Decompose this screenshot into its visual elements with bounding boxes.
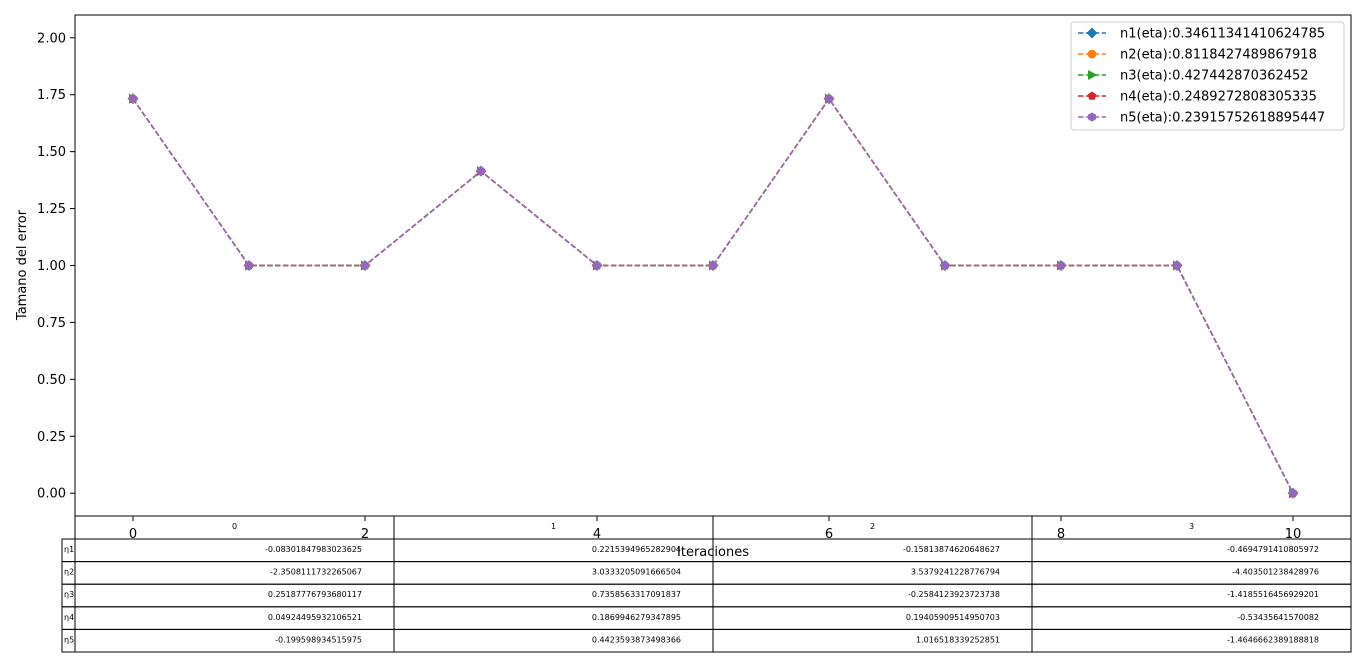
table-cell [1031, 628, 1352, 653]
legend-item: n5(eta):0.23915752618895447 [1078, 111, 1325, 126]
y-tick-label: 0.50 [37, 373, 66, 388]
x-tick-label: 0 [129, 527, 137, 542]
table-cell-value: -0.08301847983023625 [265, 545, 362, 554]
data-point [1086, 27, 1098, 39]
data-point [361, 260, 369, 271]
series-hexagon [129, 94, 1297, 498]
y-tick-label: 2.00 [37, 31, 66, 46]
legend-box [1070, 21, 1345, 131]
data-table: 0 1 2 3 η1 -0.08301847983023625 0.221539496528… [61, 515, 1352, 653]
data-point [477, 166, 485, 176]
table-cell-value: -0.15813874620648627 [903, 545, 1000, 554]
table-cell-value: -1.4185516456929201 [1227, 590, 1319, 599]
legend: n1(eta):0.34611341410624785 n2(eta):0.811… [1070, 21, 1345, 131]
y-tick-label: 1.25 [37, 202, 66, 217]
x-tick-label: 10 [1285, 527, 1302, 542]
legend-label: n5(eta):0.23915752618895447 [1120, 111, 1325, 126]
data-point [1088, 112, 1096, 122]
plot-area: 0.00 0.25 0.50 0.75 1.00 1.25 1.50 1.75 2.00 0 2 4 6… [15, 14, 1352, 560]
legend-item: n4(eta):0.2489272808305335 [1078, 90, 1317, 105]
legend-label: n2(eta):0.8118427489867918 [1120, 48, 1317, 63]
table-row-label: η3 [64, 590, 74, 599]
legend-item: n3(eta):0.427442870362452 [1078, 69, 1309, 84]
legend-item: n2(eta):0.8118427489867918 [1078, 48, 1317, 63]
data-point [1087, 91, 1097, 100]
table-row-label: η5 [64, 635, 74, 644]
table-col-label: 1 [551, 522, 556, 531]
y-tick-label: 0.75 [37, 316, 66, 331]
table-col-label: 3 [1189, 522, 1194, 531]
table-row-label: η2 [64, 568, 74, 577]
y-tick-label: 0.25 [37, 430, 66, 445]
table-cell-value: -0.199598934515975 [275, 635, 362, 644]
x-tick-label: 6 [825, 527, 833, 542]
table-cell-value: 0.04924495932106521 [268, 613, 362, 622]
y-axis-label: Tamano del error [15, 209, 30, 321]
data-point [245, 260, 253, 271]
table-cell-value: 0.1869946279347895 [592, 613, 681, 622]
table-row-label: η1 [64, 545, 74, 554]
table-cell-value: 0.25187776793680117 [268, 590, 362, 599]
data-point [1289, 488, 1297, 498]
x-tick-label: 2 [361, 527, 369, 542]
table-cell-value: 1.016518339252851 [916, 635, 1000, 644]
y-tick-label: 1.75 [37, 88, 66, 103]
legend-label: n1(eta):0.34611341410624785 [1120, 27, 1325, 42]
series-line [132, 97, 1294, 494]
legend-item: n1(eta):0.34611341410624785 [1078, 27, 1325, 42]
table-col-label: 0 [232, 522, 237, 531]
table-cell-value: -4.403501238428976 [1232, 568, 1319, 577]
y-tick-label: 1.00 [37, 259, 66, 274]
table-cell-value: 0.2215394965282904 [592, 545, 681, 554]
data-point [1087, 49, 1097, 59]
table-cell-value: 3.0333205091666504 [592, 568, 681, 577]
table-cell-value: -0.2584123923723738 [908, 590, 1000, 599]
data-point [1088, 70, 1098, 80]
data-point [129, 94, 137, 104]
table-cell-value: 0.19405909514950703 [906, 613, 1000, 622]
data-point [709, 260, 717, 271]
legend-label: n3(eta):0.427442870362452 [1120, 69, 1309, 84]
x-tick-label: 4 [593, 527, 601, 542]
table-cell-value: -0.4694791410805972 [1227, 545, 1319, 554]
legend-label: n4(eta):0.2489272808305335 [1120, 90, 1317, 105]
table-cell-value: -1.4646662389188818 [1227, 635, 1319, 644]
data-point [1057, 260, 1065, 271]
x-tick-label: 8 [1057, 527, 1065, 542]
table-cell-value: 0.4423593873498366 [592, 635, 681, 644]
y-tick-label: 1.50 [37, 145, 66, 160]
table-cell-value: -0.53435641570082 [1237, 613, 1319, 622]
data-point [1173, 260, 1181, 271]
table-cell-value: 3.5379241228776794 [911, 568, 1000, 577]
data-point [825, 94, 833, 104]
y-tick-label: 0.00 [37, 487, 66, 502]
data-point [941, 260, 949, 271]
table-row-label: η4 [64, 613, 74, 622]
table-col-label: 2 [870, 522, 875, 531]
data-point [593, 260, 601, 271]
table-cell-value: -2.3508111732265067 [270, 568, 362, 577]
table-cell-value: 0.7358563317091837 [592, 590, 681, 599]
